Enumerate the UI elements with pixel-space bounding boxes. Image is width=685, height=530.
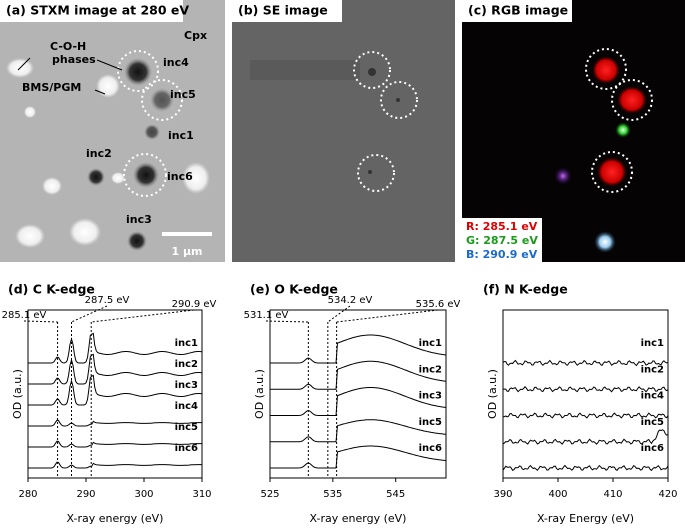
series-label: inc2 [419, 364, 442, 375]
series-label: inc4 [641, 391, 664, 402]
series-label: inc6 [641, 443, 664, 454]
spectrum-line [270, 387, 447, 416]
x-tick-label: 310 [192, 489, 211, 500]
energy-label: 534.2 eV [328, 295, 373, 306]
chart-title: (d) C K-edge [8, 282, 95, 297]
energy-label: 285.1 eV [2, 310, 47, 321]
series-label: inc3 [175, 380, 198, 391]
leader [91, 309, 195, 323]
plot-frame [502, 309, 669, 479]
series-label: inc5 [419, 417, 442, 428]
y-axis-label: OD (a.u.) [11, 369, 24, 419]
scale-bar-label: 1 µm [171, 245, 202, 258]
spectrum-line [270, 334, 447, 364]
spectrum-line [270, 419, 447, 443]
image-label: inc6 [167, 170, 193, 183]
series-label: inc6 [419, 443, 442, 454]
x-axis-label: X-ray Energy (eV) [537, 512, 634, 525]
spectrum-line [502, 429, 669, 445]
x-tick-label: 410 [603, 489, 622, 500]
channel-label: B: 290.9 eV [466, 248, 538, 261]
chart-title: (e) O K-edge [250, 282, 338, 297]
series-label: inc1 [419, 338, 442, 349]
image-label: Cpx [184, 29, 207, 42]
spectrum-chart: (e) O K-edge X-ray energy (eV) OD (a.u.) 52… [244, 282, 461, 526]
series-label: inc6 [175, 443, 198, 454]
panel-title: (a) STXM image at 280 eV [6, 3, 189, 18]
se-image [232, 0, 455, 262]
leader [265, 320, 309, 323]
stxm-image [0, 0, 225, 262]
x-tick-label: 420 [658, 489, 677, 500]
leader [23, 320, 58, 323]
image-label: inc2 [86, 147, 112, 160]
image-label: inc4 [163, 56, 189, 69]
spectrum-line [502, 359, 669, 367]
x-tick-label: 535 [323, 489, 342, 500]
panel-c [462, 0, 685, 262]
x-tick-label: 280 [18, 489, 37, 500]
channel-label: R: 285.1 eV [466, 220, 538, 233]
x-tick-label: 545 [386, 489, 405, 500]
y-axis-label: OD (a.u.) [486, 369, 499, 419]
x-axis-label: X-ray energy (eV) [67, 512, 164, 525]
panel-b [232, 0, 455, 262]
leader [336, 309, 439, 323]
x-tick-label: 390 [493, 489, 512, 500]
chart-title: (f) N K-edge [483, 282, 568, 297]
x-tick-label: 400 [548, 489, 567, 500]
series-label: inc5 [175, 422, 198, 433]
channel-label: G: 287.5 eV [466, 234, 538, 247]
panel-title: (c) RGB image [468, 3, 568, 18]
energy-label: 535.6 eV [416, 299, 461, 310]
series-label: inc4 [175, 401, 198, 412]
spectrum-chart: (f) N K-edge X-ray Energy (eV) OD (a.u.) 39… [483, 282, 678, 526]
spectrum-line [270, 445, 447, 469]
image-label: C-O-H [50, 40, 86, 53]
spectrum-line [28, 332, 203, 364]
image-label: inc1 [168, 129, 194, 142]
spectrum-line [28, 461, 202, 469]
series-label: inc5 [641, 417, 664, 428]
image-label: inc3 [126, 213, 152, 226]
spectrum-line [28, 353, 203, 385]
series-label: inc1 [641, 338, 664, 349]
leader [71, 305, 108, 323]
spectrum-line [28, 374, 203, 406]
series-label: inc3 [419, 391, 442, 402]
series-label: inc2 [175, 359, 198, 370]
energy-label: 287.5 eV [85, 295, 130, 306]
spectrum-line [502, 412, 669, 419]
energy-label: 290.9 eV [172, 299, 217, 310]
plot-frame [27, 309, 203, 479]
series-label: inc1 [175, 338, 198, 349]
x-tick-label: 290 [76, 489, 95, 500]
spectrum-line [502, 464, 669, 472]
image-label: inc5 [170, 88, 196, 101]
image-label: BMS/PGM [22, 81, 81, 94]
spectrum-line [28, 419, 202, 427]
series-label: inc2 [641, 364, 664, 375]
spectrum-chart: (d) C K-edge X-ray energy (eV) OD (a.u.) 28… [2, 282, 217, 526]
spectrum-line [270, 360, 447, 390]
leader [327, 305, 351, 323]
plot-frame [269, 309, 447, 479]
x-axis-label: X-ray energy (eV) [310, 512, 407, 525]
panel-title: (b) SE image [238, 3, 328, 18]
spectrum-line [28, 440, 202, 448]
panel-a [0, 0, 225, 262]
x-tick-label: 300 [134, 489, 153, 500]
energy-label: 531.1 eV [244, 310, 289, 321]
y-axis-label: OD (a.u.) [253, 369, 266, 419]
spectrum-line [502, 386, 669, 393]
image-label: phases [52, 53, 96, 66]
x-tick-label: 525 [260, 489, 279, 500]
